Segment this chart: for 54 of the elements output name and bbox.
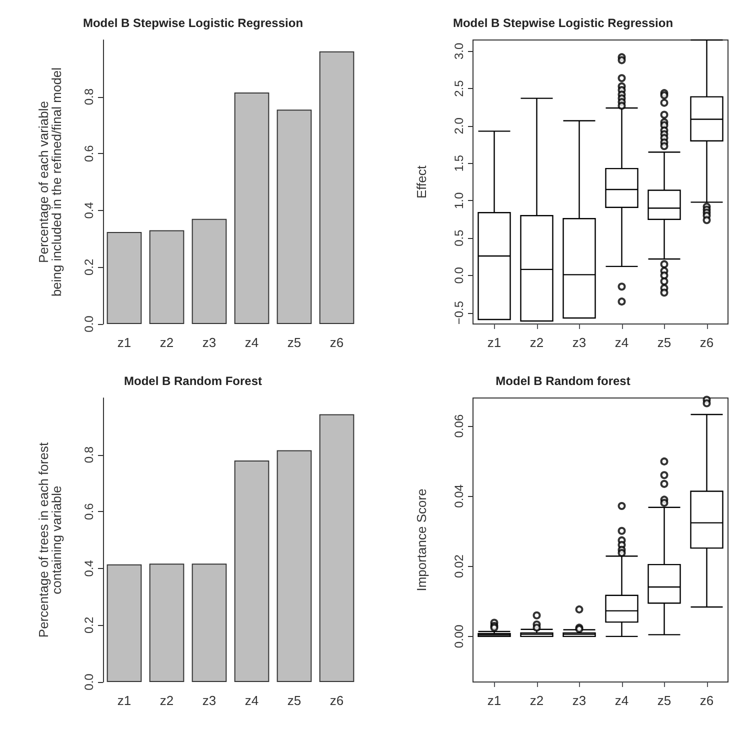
x-tick-label: z3 [572,335,586,350]
x-tick-label: z2 [530,693,544,708]
y-tick-label: −0.5 [452,300,466,325]
x-tick-label: z3 [202,335,216,350]
y-tick-label: 0.0 [82,673,96,690]
y-tick-label: 0.4 [82,202,96,219]
x-tick-label: z5 [657,335,672,350]
x-tick-label: z1 [117,693,132,708]
y-axis-title: Effect [414,165,429,199]
x-tick-label: z6 [330,693,344,708]
x-tick-label: z1 [487,693,502,708]
y-tick-label: 2.0 [452,117,466,134]
y-tick-label: 0.6 [82,502,96,520]
x-tick-label: z5 [287,335,302,350]
chart-title: Model B Stepwise Logistic Regression [82,16,304,30]
x-tick-label: z2 [160,693,174,708]
y-tick-label: 0.0 [82,315,96,332]
y-tick-label: 1.0 [452,192,466,210]
y-axis-title: Importance Score [414,488,429,592]
x-tick-label: z6 [330,335,344,350]
y-tick-label: 0.02 [452,554,466,578]
chart-title: Model B Random Forest [124,374,262,388]
x-tick-label: z2 [160,335,174,350]
x-tick-label: z2 [530,335,544,350]
x-tick-label: z4 [244,693,259,708]
y-tick-label: 0.8 [82,88,96,106]
y-tick-label: 0.06 [452,414,466,438]
y-tick-label: 0.0 [452,266,466,284]
x-tick-label: z1 [117,335,132,350]
y-tick-label: 0.2 [82,616,96,634]
y-tick-label: 0.8 [82,446,96,464]
x-tick-label: z4 [614,335,629,350]
y-tick-label: 0.04 [452,484,466,508]
y-tick-label: 3.0 [452,42,466,60]
y-tick-label: 2.5 [452,80,466,97]
x-tick-label: z5 [657,693,672,708]
x-tick-label: z3 [572,693,586,708]
x-tick-label: z4 [614,693,629,708]
chart-title: Model B Stepwise Logistic Regression [452,16,674,30]
x-tick-label: z6 [700,335,714,350]
y-axis-title: Percentage of each variable being included in the refined/final model [36,67,64,297]
x-tick-label: z5 [287,693,302,708]
y-tick-label: 0.5 [452,229,466,246]
y-tick-label: 0.6 [82,144,96,162]
y-tick-label: 0.00 [452,624,466,648]
x-tick-label: z3 [202,693,216,708]
x-tick-label: z6 [700,693,714,708]
y-tick-label: 0.4 [82,560,96,577]
chart-title: Model B Random forest [496,374,630,388]
y-axis-title: Percentage of trees in each forest containing variable [36,442,64,638]
y-tick-label: 1.5 [452,154,466,172]
y-tick-label: 0.2 [82,258,96,276]
x-tick-label: z4 [244,335,259,350]
x-tick-label: z1 [487,335,502,350]
